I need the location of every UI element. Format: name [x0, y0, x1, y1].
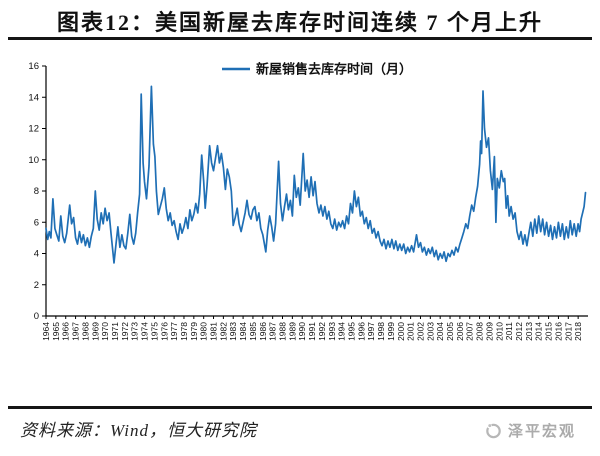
- x-tick-label: 1971: [110, 322, 120, 341]
- x-tick-label: 2011: [504, 322, 514, 341]
- x-tick-label: 1970: [100, 322, 110, 341]
- x-tick-label: 2004: [435, 322, 445, 341]
- y-tick-label: 2: [34, 280, 39, 291]
- x-tick-label: 1992: [317, 322, 327, 341]
- x-tick-label: 1965: [51, 322, 61, 341]
- x-tick-label: 2005: [445, 322, 455, 341]
- x-tick-label: 2012: [514, 322, 524, 341]
- x-tick-label: 1996: [356, 322, 366, 341]
- zeping-macro-logo-icon: [486, 423, 501, 439]
- x-tick-label: 1968: [80, 322, 90, 341]
- y-tick-label: 8: [34, 186, 39, 197]
- data-series-line: [45, 85, 587, 264]
- x-tick-label: 2008: [475, 322, 485, 341]
- footer-divider: [8, 406, 592, 409]
- page-title: 图表12：美国新屋去库存时间连续 7 个月上升: [56, 10, 543, 35]
- x-tick-label: 1994: [337, 322, 347, 341]
- x-tick-label: 1969: [90, 322, 100, 341]
- x-tick-label: 1977: [169, 322, 179, 341]
- x-tick-label: 1976: [159, 322, 169, 341]
- x-tick-label: 1997: [366, 322, 376, 341]
- x-tick-label: 2014: [534, 322, 544, 341]
- source-text: 资料来源：Wind，恒大研究院: [20, 421, 257, 440]
- x-tick-label: 1999: [386, 322, 396, 341]
- brand-mark: 泽平宏观: [484, 420, 576, 441]
- x-tick-label: 1972: [120, 322, 130, 341]
- x-tick-label: 1981: [209, 322, 219, 341]
- x-tick-label: 1975: [149, 322, 159, 341]
- x-tick-label: 1984: [238, 322, 248, 341]
- x-tick-label: 2001: [406, 322, 416, 341]
- legend: 新屋销售去库存时间（月）: [222, 62, 412, 77]
- x-tick-label: 1964: [41, 322, 51, 341]
- x-tick-label: 1973: [130, 322, 140, 341]
- y-tick-label: 12: [28, 124, 39, 135]
- x-tick-label: 1993: [327, 322, 337, 341]
- x-tick-label: 1966: [61, 322, 71, 341]
- x-tick-label: 2000: [396, 322, 406, 341]
- brand-text: 泽平宏观: [507, 424, 576, 440]
- x-tick-label: 1974: [140, 322, 150, 341]
- x-tick-label: 2017: [563, 322, 573, 341]
- x-tick-label: 2015: [544, 322, 554, 341]
- x-tick-label: 1980: [199, 322, 209, 341]
- y-tick-label: 14: [28, 92, 39, 103]
- x-tick-label: 1982: [218, 322, 228, 341]
- x-tick-label: 1979: [189, 322, 199, 341]
- x-tick-label: 2003: [425, 322, 435, 341]
- x-tick-label: 1989: [287, 322, 297, 341]
- x-tick-label: 2016: [553, 322, 563, 341]
- x-tick-label: 2006: [455, 322, 465, 341]
- y-tick-label: 16: [28, 61, 39, 72]
- x-tick-label: 1987: [268, 322, 278, 341]
- y-tick-label: 10: [28, 155, 39, 166]
- x-tick-label: 1995: [346, 322, 356, 341]
- title-divider: [8, 37, 592, 40]
- x-tick-label: 2013: [524, 322, 534, 341]
- y-tick-label: 4: [34, 249, 39, 260]
- x-tick-label: 1988: [278, 322, 288, 341]
- x-tick-label: 1967: [71, 322, 81, 341]
- x-tick-label: 1998: [376, 322, 386, 341]
- x-tick-label: 2007: [465, 322, 475, 341]
- x-tick-label: 1983: [228, 322, 238, 341]
- x-tick-label: 1991: [307, 322, 317, 341]
- legend-label: 新屋销售去库存时间（月）: [256, 62, 412, 77]
- x-tick-label: 1978: [179, 322, 189, 341]
- x-tick-label: 2010: [494, 322, 504, 341]
- x-tick-label: 2018: [573, 322, 583, 341]
- y-tick-label: 6: [34, 217, 39, 228]
- x-tick-label: 2002: [415, 322, 425, 341]
- x-tick-label: 1985: [248, 322, 258, 341]
- x-tick-label: 1986: [258, 322, 268, 341]
- y-tick-label: 0: [34, 311, 39, 322]
- x-tick-label: 1990: [297, 322, 307, 341]
- x-tick-label: 2009: [484, 322, 494, 341]
